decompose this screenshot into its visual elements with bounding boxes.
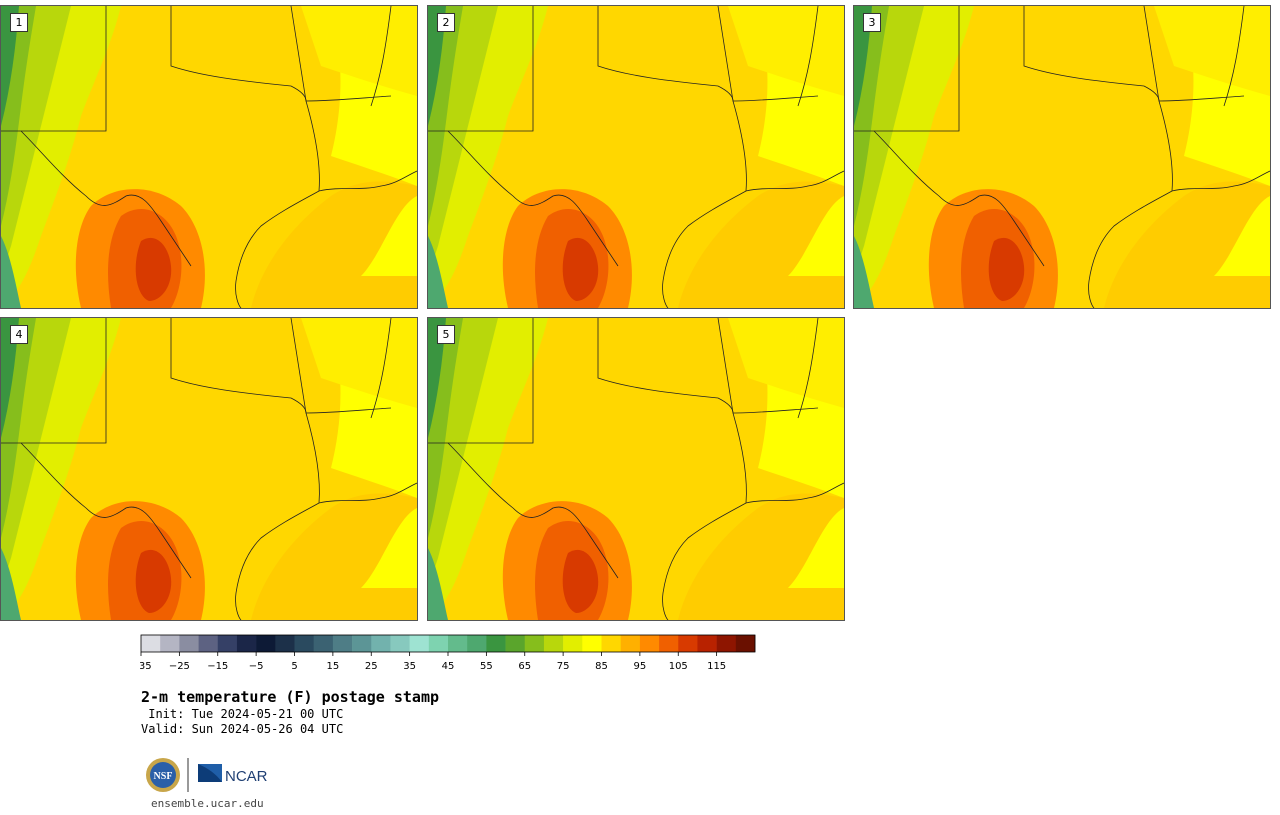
temperature-colorbar: −35 −25 −15 −5 5 15 25 35 45 55 65 75 85 95 105 115: [140, 634, 756, 672]
colorbar-segment: [141, 635, 161, 652]
colorbar-segment: [716, 635, 737, 652]
colorbar-segment: [582, 635, 602, 652]
colorbar-segment: [217, 635, 238, 652]
colorbar-segment: [198, 635, 219, 652]
colorbar-tick-label: −15: [207, 661, 228, 672]
colorbar-segment: [352, 635, 372, 652]
colorbar-tick-label: 25: [365, 661, 378, 672]
colorbar-segment: [179, 635, 199, 652]
ensemble-member-panel-5: 5: [427, 317, 845, 621]
colorbar-segment: [160, 635, 180, 652]
colorbar-tick-label: 85: [595, 661, 608, 672]
colorbar-segment: [236, 635, 257, 652]
colorbar-segment: [256, 635, 276, 652]
colorbar-segment: [659, 635, 679, 652]
member-label-2: 2: [437, 13, 455, 32]
colorbar-segment: [467, 635, 487, 652]
ensemble-member-panel-3: 3: [853, 5, 1271, 309]
colorbar-tick-label: 45: [442, 661, 455, 672]
colorbar-tick-label: 15: [327, 661, 340, 672]
colorbar-segment: [390, 635, 410, 652]
colorbar-segment: [409, 635, 430, 652]
member-label-5: 5: [437, 325, 455, 344]
colorbar-tick-label: 5: [291, 661, 297, 672]
member-label-3: 3: [863, 13, 881, 32]
ncar-logo: NCAR: [198, 764, 268, 785]
colorbar-segment: [448, 635, 468, 652]
colorbar-segment: [332, 635, 353, 652]
ensemble-member-panel-2: 2: [427, 5, 845, 309]
colorbar-segment: [697, 635, 717, 652]
colorbar-segment: [524, 635, 545, 652]
member-label-4: 4: [10, 325, 28, 344]
colorbar-segment: [294, 635, 314, 652]
svg-text:NSF: NSF: [154, 771, 173, 782]
member-label-1: 1: [10, 13, 28, 32]
colorbar-tick-label: −5: [249, 661, 264, 672]
colorbar-segment: [735, 635, 756, 652]
svg-text:NCAR: NCAR: [225, 768, 268, 785]
colorbar-tick-label: −25: [169, 661, 190, 672]
figure-title: 2-m temperature (F) postage stamp: [141, 688, 440, 706]
colorbar-tick-label: 55: [480, 661, 493, 672]
colorbar-tick-label: 105: [669, 661, 688, 672]
nsf-ncar-logos: NSF NCAR: [146, 758, 268, 792]
colorbar-tick-label: −35: [140, 661, 152, 672]
colorbar-segment: [639, 635, 660, 652]
colorbar-segment: [486, 635, 506, 652]
nsf-logo: NSF: [146, 758, 180, 792]
colorbar-tick-label: 95: [634, 661, 647, 672]
valid-time: Valid: Sun 2024-05-26 04 UTC: [141, 722, 344, 736]
colorbar-segment: [620, 635, 641, 652]
colorbar-segment: [543, 635, 564, 652]
colorbar-segment: [275, 635, 295, 652]
colorbar-tick-label: 115: [707, 661, 726, 672]
colorbar-segment: [313, 635, 334, 652]
colorbar-segment: [428, 635, 449, 652]
init-time: Init: Tue 2024-05-21 00 UTC: [141, 707, 344, 721]
colorbar-segment: [505, 635, 526, 652]
colorbar-tick-label: 35: [403, 661, 416, 672]
colorbar-tick-label: 65: [518, 661, 531, 672]
ensemble-member-panel-4: 4: [0, 317, 418, 621]
colorbar-segment: [563, 635, 583, 652]
colorbar-segment: [678, 635, 698, 652]
colorbar-segment: [371, 635, 391, 652]
footer-url: ensemble.ucar.edu: [151, 797, 264, 810]
ensemble-member-panel-1: 1: [0, 5, 418, 309]
colorbar-segment: [601, 635, 621, 652]
colorbar-tick-label: 75: [557, 661, 570, 672]
